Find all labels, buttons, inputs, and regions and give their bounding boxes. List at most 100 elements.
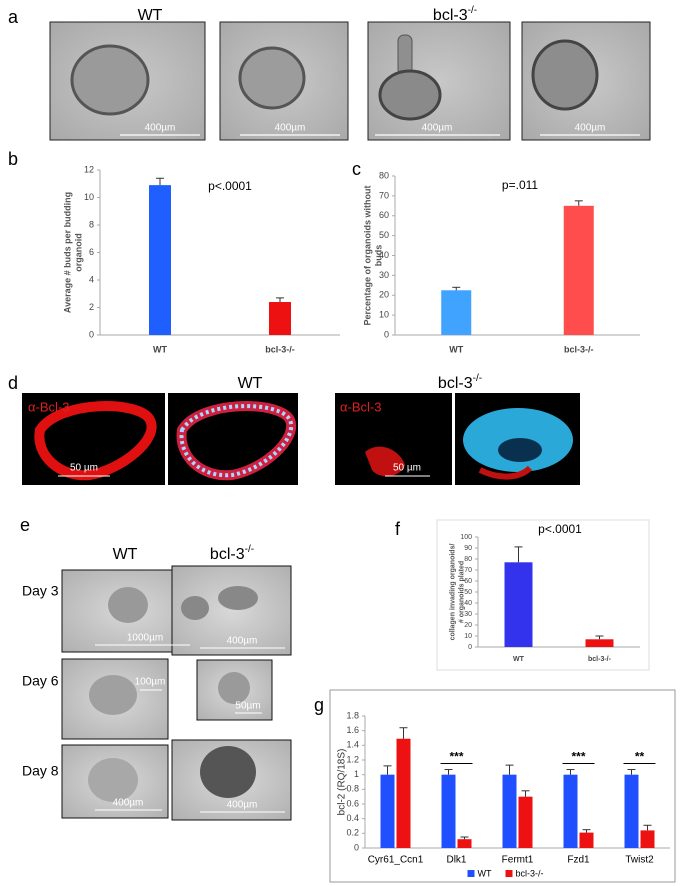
heading-sup: -/- — [468, 5, 477, 16]
bar — [579, 832, 594, 848]
bar — [563, 774, 578, 848]
bar — [563, 205, 594, 335]
annotation: p=.011 — [502, 178, 538, 192]
fluorescence-image — [22, 393, 580, 485]
y-tick-label: 1.4 — [346, 740, 359, 750]
y-axis-label: bcl-2 (RQ/18S) — [337, 749, 348, 816]
heading: bcl-3-/- — [210, 544, 254, 564]
panel-label: e — [20, 515, 30, 535]
panel-label: b — [8, 149, 18, 169]
heading-text: bcl-3 — [433, 7, 468, 24]
chart-frame — [329, 689, 676, 883]
bar — [396, 738, 411, 848]
y-tick-label: 0 — [354, 842, 359, 852]
panel-label: f — [395, 519, 401, 539]
day-label: Day 3 — [22, 583, 59, 599]
legend-swatch — [505, 870, 513, 877]
bar — [441, 290, 472, 335]
scale-label: 400µm — [275, 123, 306, 134]
scale-label: 100µm — [135, 677, 166, 688]
heading: WT — [138, 7, 163, 24]
bar — [504, 562, 533, 647]
panel-label: g — [314, 695, 324, 715]
heading-text: bcl-3 — [210, 546, 245, 563]
y-tick-label: 0 — [468, 644, 472, 651]
scale-label: 400µm — [227, 800, 258, 811]
legend-swatch — [467, 870, 475, 877]
scale-label: 400µm — [575, 123, 606, 134]
y-tick-label: 1.6 — [346, 725, 359, 735]
bar — [149, 185, 171, 335]
y-tick-label: 6 — [89, 247, 94, 257]
x-tick-label: bcl-3-/- — [265, 344, 295, 354]
y-tick-label: 10 — [464, 633, 472, 640]
y-tick-label: 40 — [464, 600, 472, 607]
y-tick-label: 70 — [464, 567, 472, 574]
panel-label: c — [352, 159, 361, 179]
y-tick-label: 4 — [89, 274, 94, 284]
y-tick-label: 1.8 — [346, 710, 359, 720]
bar — [380, 774, 395, 848]
y-tick-label: 0.8 — [346, 784, 359, 794]
y-tick-label: 80 — [379, 170, 389, 180]
annotation: p<.0001 — [538, 522, 582, 536]
x-tick-label: Fzd1 — [567, 855, 590, 866]
bar — [441, 774, 456, 848]
panel-label: d — [8, 373, 18, 393]
x-tick-label: Dlk1 — [446, 855, 466, 866]
y-tick-label: 12 — [84, 164, 94, 174]
y-axis-label-line: buds — [374, 245, 384, 267]
y-axis-label-line: organoid — [74, 233, 84, 272]
bar — [269, 302, 291, 335]
legend-label: bcl-3-/- — [516, 868, 544, 878]
scale-label: 400µm — [113, 798, 144, 809]
heading-sup: -/- — [473, 373, 482, 384]
y-tick-label: 0 — [89, 329, 94, 339]
y-tick-label: 30 — [464, 611, 472, 618]
heading: WT — [113, 546, 138, 563]
y-tick-label: 60 — [379, 210, 389, 220]
x-tick-label: bcl-3-/- — [564, 344, 594, 354]
y-tick-label: 90 — [464, 545, 472, 552]
heading: WT — [238, 375, 263, 392]
stain-label: α-Bcl-3 — [340, 399, 381, 414]
y-tick-label: 40 — [379, 250, 389, 260]
y-tick-label: 10 — [379, 310, 389, 320]
y-axis-label: Average # buds per buddingorganoid — [63, 192, 84, 313]
y-tick-label: 50 — [464, 589, 472, 596]
bar — [624, 774, 639, 848]
x-tick-label: Fermt1 — [502, 855, 534, 866]
y-axis-label-line: # organoids plated — [458, 561, 465, 623]
y-axis-label-line: collagen invading organoids/ — [449, 544, 456, 641]
y-tick-label: 20 — [464, 622, 472, 629]
y-axis-label-line: Average # buds per budding — [63, 192, 73, 313]
day-label: Day 6 — [22, 673, 59, 689]
scale-label: 400µm — [422, 123, 453, 134]
stain-label: α-Bcl-3 — [28, 399, 69, 414]
y-tick-label: 0.6 — [346, 798, 359, 808]
y-axis-label: Percentage of organoids withoutbuds — [363, 185, 384, 325]
scale-label: 400µm — [145, 123, 176, 134]
y-tick-label: 70 — [379, 190, 389, 200]
x-tick-label: WT — [153, 344, 167, 354]
micrograph — [49, 21, 651, 141]
scale-label: 400µm — [227, 636, 258, 647]
scale-bar — [95, 644, 285, 813]
heading: bcl-3-/- — [433, 5, 477, 25]
panel-label: a — [8, 7, 19, 27]
y-tick-label: 0.2 — [346, 828, 359, 838]
day-label: Day 8 — [22, 763, 59, 779]
heading-text: bcl-3 — [438, 375, 473, 392]
scale-label: 50 µm — [393, 463, 421, 474]
y-tick-label: 20 — [379, 290, 389, 300]
scale-label: 1000µm — [127, 633, 163, 644]
legend-label: WT — [478, 868, 492, 878]
y-tick-label: 2 — [89, 302, 94, 312]
bar — [585, 639, 614, 647]
y-axis-label-line: Percentage of organoids without — [363, 185, 373, 325]
scale-label: 50µm — [235, 701, 260, 712]
y-axis-label: collagen invading organoids/# organoids … — [449, 544, 465, 641]
x-tick-label: Twist2 — [625, 855, 654, 866]
bar — [502, 774, 517, 848]
heading: bcl-3-/- — [438, 373, 482, 393]
